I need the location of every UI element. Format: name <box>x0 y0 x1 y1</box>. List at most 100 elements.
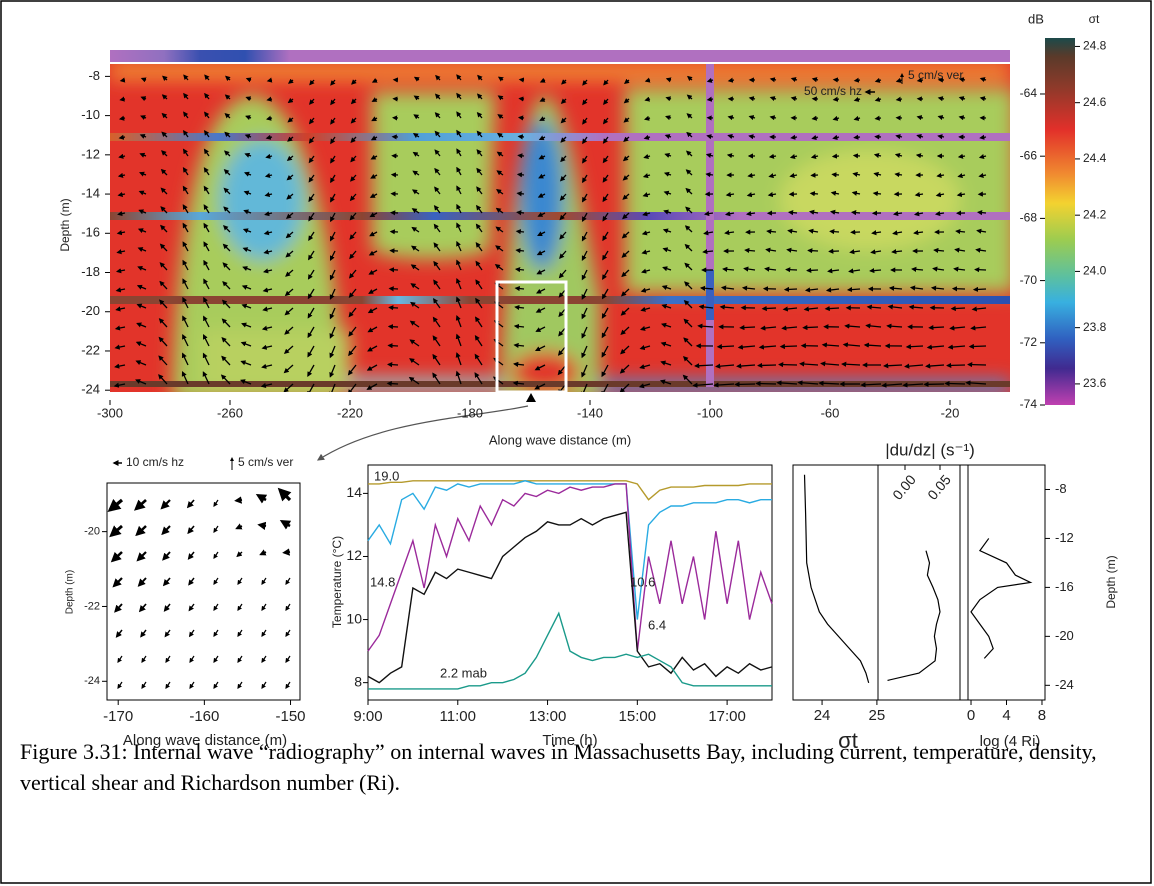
vector-arrow <box>237 629 243 637</box>
vector-arrow <box>224 94 231 100</box>
vector-arrow <box>979 77 987 83</box>
vector-arrow <box>832 96 840 102</box>
x-axis-label: |du/dz| (s⁻¹) <box>885 440 975 459</box>
vector-arrow <box>115 287 126 293</box>
vector-arrow <box>285 655 291 663</box>
vector-arrow <box>790 77 798 83</box>
vector-arrow <box>685 169 693 176</box>
vector-arrow <box>307 307 315 319</box>
vector-arrow <box>140 115 147 120</box>
vector-arrow <box>160 168 168 176</box>
vector-arrow <box>539 116 546 121</box>
vector-arrow <box>119 96 126 102</box>
vector-arrow <box>348 345 357 357</box>
vector-arrow <box>639 364 651 370</box>
vector-arrow <box>538 154 546 160</box>
vector-arrow <box>330 136 336 145</box>
vector-arrow <box>330 193 336 203</box>
vector-arrow <box>329 364 336 378</box>
vector-arrow <box>213 551 219 559</box>
vector-arrow <box>237 681 243 689</box>
vector-arrow <box>370 135 378 141</box>
vector-arrow <box>978 154 987 160</box>
vector-arrow <box>329 307 336 320</box>
vector-arrow <box>474 372 483 385</box>
vector-arrow <box>241 322 252 328</box>
vector-arrow <box>514 304 525 311</box>
y-tick-label: -24 <box>84 675 100 687</box>
vector-arrow <box>433 223 441 233</box>
vector-arrow <box>115 306 126 312</box>
vector-arrow <box>935 192 945 198</box>
vector-arrow <box>137 228 147 234</box>
vector-arrow <box>203 167 210 176</box>
vector-arrow <box>182 296 189 309</box>
vector-arrow <box>622 174 630 181</box>
vector-arrow <box>517 115 525 121</box>
colorbar-tick-label: 24.0 <box>1083 264 1107 278</box>
vector-arrow <box>182 148 189 157</box>
vector-arrow <box>925 363 945 369</box>
y-tick-label: -10 <box>81 107 100 122</box>
vector-arrow <box>705 152 714 158</box>
vector-arrow <box>737 344 756 350</box>
x-tick-label: -140 <box>577 405 603 420</box>
vector-arrow <box>582 79 588 86</box>
vector-arrow <box>663 209 672 215</box>
vector-arrow <box>117 211 126 217</box>
vector-arrow <box>223 206 231 214</box>
vector-arrow <box>937 115 945 121</box>
vector-arrow <box>683 318 693 328</box>
vector-arrow <box>224 112 231 119</box>
vector-arrow <box>412 170 420 176</box>
vector-arrow <box>163 603 171 612</box>
vector-arrow <box>350 98 357 105</box>
zoom-box <box>495 280 568 394</box>
vector-arrow <box>118 153 126 159</box>
vector-arrow <box>642 192 651 198</box>
vector-arrow <box>114 344 126 350</box>
vector-arrow <box>760 325 777 331</box>
x-tick-label: -180 <box>457 405 483 420</box>
vector-arrow <box>853 77 861 83</box>
vector-arrow <box>581 269 588 281</box>
vector-arrow <box>661 285 672 291</box>
y-tick-label: 10 <box>346 610 362 626</box>
vector-arrow <box>182 129 189 138</box>
vector-arrow <box>517 134 525 140</box>
vector-arrow <box>873 153 882 159</box>
vector-arrow <box>137 265 147 271</box>
vector-arrow <box>642 173 651 179</box>
y-tick-label: -24 <box>1055 677 1074 692</box>
vector-arrow <box>182 315 189 328</box>
vector-arrow <box>475 260 483 271</box>
vector-arrow <box>182 222 189 233</box>
vector-arrow <box>582 98 588 106</box>
vector-arrow <box>846 286 861 293</box>
x-tick-label: -20 <box>941 405 960 420</box>
vector-arrow <box>581 326 588 339</box>
vector-arrow <box>582 136 588 145</box>
vector-arrow <box>330 155 336 164</box>
series-line <box>367 480 772 620</box>
vector-arrow <box>832 134 840 140</box>
vector-arrow <box>558 269 567 279</box>
vector-arrow <box>475 297 483 309</box>
x-tick-label: -260 <box>217 405 243 420</box>
vector-arrow <box>643 153 651 159</box>
vector-arrow <box>456 185 462 195</box>
vector-arrow <box>162 577 171 587</box>
vector-arrow <box>602 269 609 280</box>
series-label: 19.0 <box>374 468 399 483</box>
vector-arrow <box>369 231 378 237</box>
vector-arrow <box>264 172 273 179</box>
vector-arrow <box>237 577 243 585</box>
colorbar-tick-label: 24.2 <box>1083 207 1107 221</box>
vector-arrow <box>860 382 882 388</box>
vector-arrow <box>902 382 924 388</box>
vector-arrow <box>433 205 441 214</box>
vector-arrow <box>110 551 123 563</box>
y-tick-label: -16 <box>81 225 100 240</box>
vector-arrow <box>724 230 735 236</box>
vector-arrow <box>455 370 462 385</box>
